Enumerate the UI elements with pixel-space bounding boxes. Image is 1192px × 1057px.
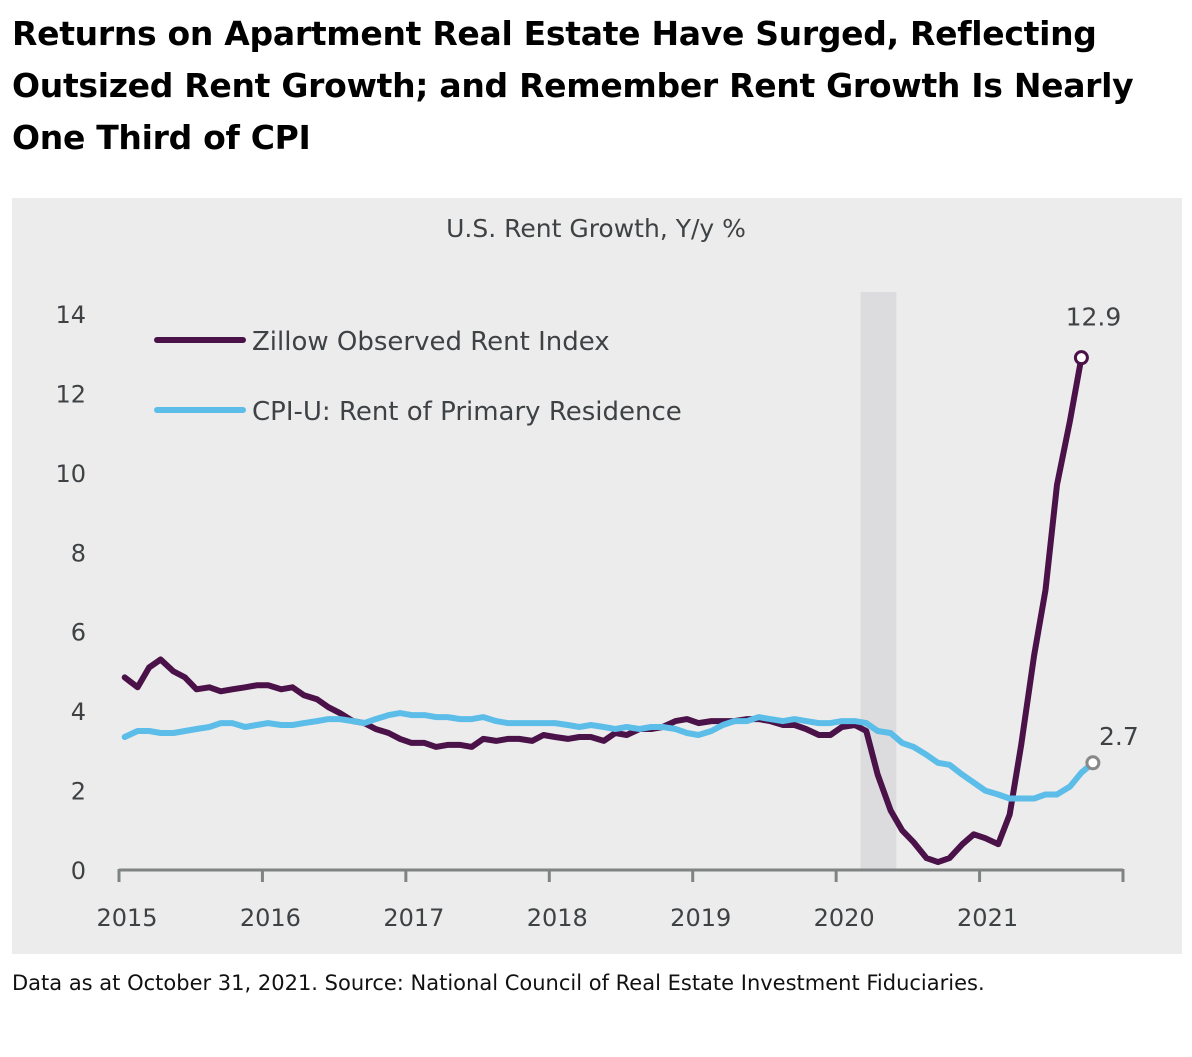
zillow-end-label: 12.9	[1066, 303, 1122, 332]
y-tick-label: 6	[71, 619, 86, 647]
chart-title-heading: Returns on Apartment Real Estate Have Su…	[12, 14, 1134, 157]
cpi-end-label: 2.7	[1099, 722, 1139, 751]
y-tick-label: 12	[55, 380, 86, 408]
y-tick-label: 4	[71, 698, 86, 726]
legend: Zillow Observed Rent Index CPI-U: Rent of…	[154, 327, 682, 427]
axes-layer: 2015 2016 2017 2018 2019 2020 2021 0 2 4 6 8 10 12 14	[55, 301, 1125, 932]
x-tick-label: 2021	[957, 904, 1018, 932]
x-tick-label: 2016	[240, 904, 301, 932]
y-tick-label: 10	[55, 460, 86, 488]
series-layer	[121, 354, 1096, 866]
zillow-rent-index-line	[121, 354, 1085, 866]
x-tick-label: 2020	[814, 904, 875, 932]
source-footnote: Data as at October 31, 2021. Source: Nat…	[12, 971, 985, 995]
legend-label: Zillow Observed Rent Index	[252, 327, 610, 357]
cpi-end-marker	[1085, 755, 1101, 771]
chart-panel	[12, 198, 1182, 954]
legend-label: CPI-U: Rent of Primary Residence	[252, 397, 682, 427]
y-tick-label: 14	[55, 301, 86, 329]
y-tick-label: 0	[71, 857, 86, 885]
cpi-rent-line	[121, 710, 1096, 802]
x-tick-label: 2019	[670, 904, 731, 932]
zillow-end-marker	[1073, 350, 1089, 366]
x-tick-label: 2017	[383, 904, 444, 932]
x-tick-label: 2015	[96, 904, 157, 932]
chart-subtitle: U.S. Rent Growth, Y/y %	[446, 214, 746, 243]
y-tick-label: 2	[71, 778, 86, 806]
x-tick-label: 2018	[527, 904, 588, 932]
y-tick-label: 8	[71, 539, 86, 567]
end-markers-layer: 12.9 2.7	[1066, 303, 1139, 771]
